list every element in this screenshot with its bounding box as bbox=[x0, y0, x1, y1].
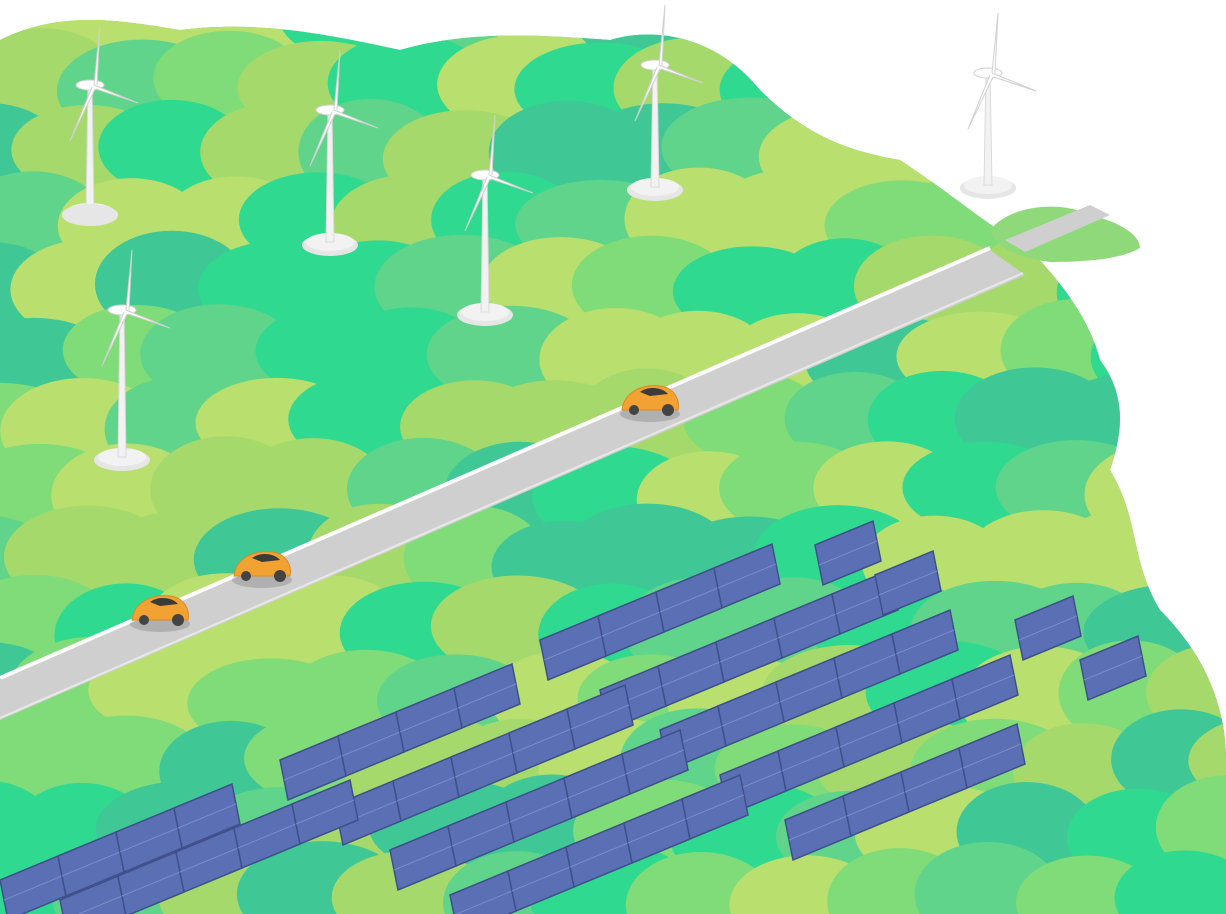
wind-turbine bbox=[62, 204, 118, 226]
car bbox=[130, 595, 190, 632]
solar-panel-row bbox=[1014, 594, 1082, 662]
solar-panel-row bbox=[389, 728, 689, 892]
solar-panel-row bbox=[874, 549, 942, 617]
solar-panel-row bbox=[1079, 634, 1147, 702]
solar-panel-row bbox=[539, 542, 781, 682]
field-tile bbox=[625, 852, 776, 914]
solar-panel-row bbox=[334, 683, 634, 847]
field-tile bbox=[1114, 850, 1226, 914]
wind-turbine bbox=[457, 114, 534, 326]
solar-panel-row bbox=[59, 778, 359, 914]
solar-arrays bbox=[0, 519, 1147, 914]
wind-turbine bbox=[627, 4, 704, 201]
wind-turbines bbox=[62, 4, 1037, 471]
wind-turbine bbox=[94, 249, 171, 471]
field-tile bbox=[914, 841, 1061, 914]
solar-panel-row bbox=[814, 519, 882, 587]
solar-panel-row bbox=[784, 722, 1026, 862]
solar-panel-row bbox=[449, 773, 749, 914]
wind-turbine bbox=[302, 49, 379, 256]
wind-turbine bbox=[960, 12, 1037, 199]
solar-panel-row bbox=[0, 782, 241, 914]
car bbox=[232, 551, 292, 588]
road-tile bbox=[990, 205, 1140, 262]
solar-panel-row bbox=[279, 662, 521, 802]
cars bbox=[130, 385, 680, 632]
car bbox=[620, 385, 680, 422]
field-tile bbox=[331, 850, 491, 914]
